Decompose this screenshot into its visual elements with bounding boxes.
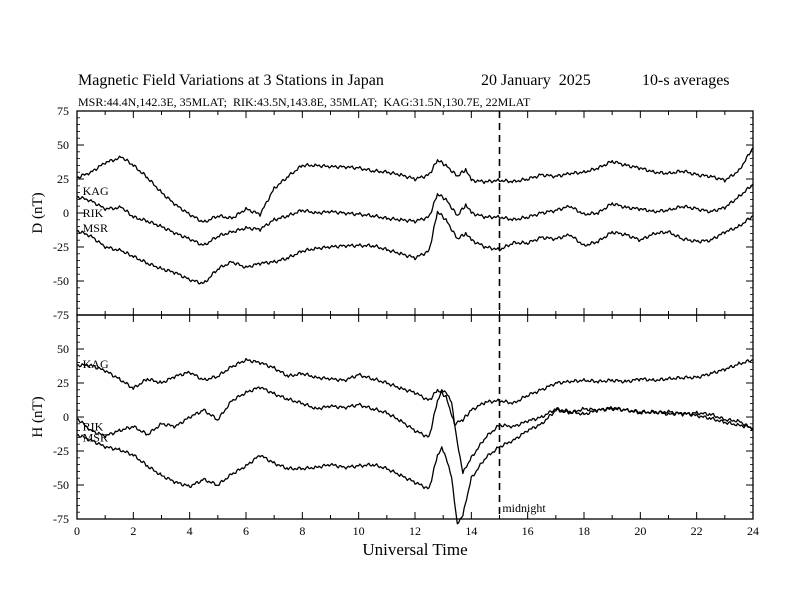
x-tick-label: 14: [465, 524, 477, 538]
panel-h-ytick-label: -25: [53, 444, 69, 458]
series-h-msr: [76, 406, 754, 525]
x-tick-label: 24: [747, 524, 759, 538]
x-tick-label: 10: [353, 524, 365, 538]
series-label-d-msr: MSR: [83, 221, 108, 235]
series-label-h-rik: RIK: [83, 420, 104, 434]
x-tick-label: 18: [578, 524, 590, 538]
station-coordinates: MSR:44.4N,142.3E, 35MLAT; RIK:43.5N,143.…: [78, 95, 531, 109]
x-tick-label: 22: [691, 524, 703, 538]
averaging-note: 10-s averages: [642, 72, 730, 89]
series-h-kag: [76, 357, 754, 426]
series-label-h-msr: MSR: [83, 430, 108, 444]
panel-d-ytick-label: 75: [57, 104, 69, 118]
panel-h-ytick-label: 0: [63, 410, 69, 424]
panel-d-ytick-label: -75: [53, 308, 69, 322]
series-d-msr: [76, 210, 754, 285]
panel-d-ylabel: D (nT): [30, 192, 46, 233]
panel-h-ylabel: H (nT): [30, 396, 46, 437]
series-d-kag: [76, 147, 754, 223]
x-tick-label: 4: [187, 524, 193, 538]
chart-date: 20 January 2025: [481, 72, 591, 89]
x-tick-label: 20: [634, 524, 646, 538]
series-label-h-kag: KAG: [83, 357, 109, 371]
panel-h-ytick-label: -75: [53, 512, 69, 526]
chart-title: Magnetic Field Variations at 3 Stations …: [78, 72, 384, 89]
x-tick-label: 2: [130, 524, 136, 538]
x-tick-label: 0: [74, 524, 80, 538]
panel-d-frame: [76, 110, 754, 316]
series-label-d-rik: RIK: [83, 206, 104, 220]
series-label-d-kag: KAG: [83, 184, 109, 198]
panel-d-ytick-label: 50: [57, 138, 69, 152]
panel-d-ytick-label: -50: [53, 274, 69, 288]
panel-d-ytick-label: 25: [57, 172, 69, 186]
series-h-rik: [76, 386, 754, 475]
x-tick-label: 16: [522, 524, 534, 538]
series-d-rik: [77, 183, 754, 246]
x-tick-label: 12: [409, 524, 421, 538]
x-tick-label: 6: [243, 524, 249, 538]
panel-d-ytick-label: 0: [63, 206, 69, 220]
x-axis-label: Universal Time: [362, 540, 467, 559]
panel-d-ytick-label: -25: [53, 240, 69, 254]
panel-h-ytick-label: 50: [57, 342, 69, 356]
midnight-label: midnight: [502, 501, 546, 515]
panel-h-ytick-label: 25: [57, 376, 69, 390]
panel-h-frame: [76, 314, 754, 520]
panel-h-ytick-label: -50: [53, 478, 69, 492]
x-tick-label: 8: [299, 524, 305, 538]
